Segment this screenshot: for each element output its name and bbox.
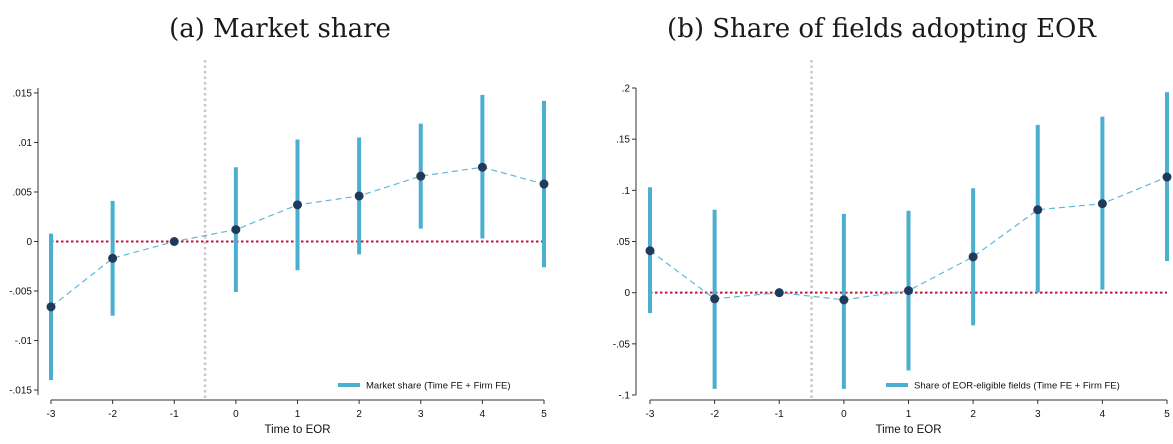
panel-a-x-tick-label-8: 5 <box>541 409 547 420</box>
panel-b-point-3 <box>839 295 849 305</box>
panel-a-y-tick-label-5: -.01 <box>15 336 33 347</box>
panel-b-y-tick-label-0: .2 <box>622 84 631 95</box>
panel-a-x-tick-label-7: 4 <box>480 409 486 420</box>
panel-b-x-tick-label-1: -2 <box>710 409 719 420</box>
panel-a-y-tick-label-2: .005 <box>13 187 33 198</box>
panel-a-point-2 <box>169 237 179 246</box>
panel-b-x-tick-label-0: -3 <box>646 409 655 420</box>
panel-b-y-tick-label-5: -.05 <box>613 339 631 350</box>
panel-a-x-axis-label: Time to EOR <box>264 424 330 436</box>
panel-a-point-6 <box>416 171 426 181</box>
panel-a-x-tick-label-2: -1 <box>170 409 179 420</box>
panel-b-y-tick-label-4: 0 <box>624 288 630 299</box>
panel-b-point-6 <box>1033 205 1043 215</box>
panel-b-title: (b) Share of fields adopting EOR <box>667 14 1096 44</box>
panel-a-point-5 <box>354 191 364 201</box>
panel-b-point-2 <box>774 288 784 298</box>
panel-b-y-tick-label-3: .05 <box>616 237 630 248</box>
panel-a-point-8 <box>539 179 549 189</box>
panel-b-point-0 <box>645 246 655 256</box>
panel-a-y-tick-label-1: .01 <box>18 138 32 149</box>
panel-b-point-8 <box>1162 172 1172 182</box>
panel-b-point-5 <box>968 252 978 262</box>
panel-a-x-tick-label-0: -3 <box>47 409 56 420</box>
panel-b-x-tick-label-3: 0 <box>841 409 847 420</box>
panel-a-x-tick-label-5: 2 <box>356 409 362 420</box>
panel-a-y-tick-label-3: 0 <box>26 237 32 248</box>
panel-b-point-7 <box>1097 199 1107 209</box>
panel-a-x-tick-label-1: -2 <box>108 409 117 420</box>
panel-a-point-1 <box>108 253 118 263</box>
panel-b-y-tick-label-6: -.1 <box>618 391 630 402</box>
panel-a-x-tick-label-4: 1 <box>295 409 301 420</box>
panel-b-x-tick-label-8: 5 <box>1164 409 1170 420</box>
panel-b-x-tick-label-4: 1 <box>906 409 912 420</box>
panel-b-x-tick-label-2: -1 <box>775 409 784 420</box>
panel-b-point-4 <box>904 286 913 296</box>
panel-b-legend-label: Share of EOR-eligible fields (Time FE + … <box>914 381 1120 392</box>
panel-b-point-1 <box>710 294 720 304</box>
panel-a-x-tick-label-3: 0 <box>233 409 239 420</box>
panel-a-point-7 <box>477 162 487 172</box>
panel-a-y-tick-label-4: -.005 <box>9 287 32 298</box>
panel-a-y-tick-label-0: .015 <box>13 88 33 99</box>
panel-a-point-0 <box>46 302 56 312</box>
panel-a-x-tick-label-6: 3 <box>418 409 424 420</box>
panel-a-point-4 <box>293 200 302 210</box>
panel-b-x-tick-label-6: 3 <box>1035 409 1041 420</box>
panel-a-point-3 <box>231 225 241 235</box>
panel-a-title: (a) Market share <box>169 14 391 44</box>
panel-b-y-tick-label-2: .1 <box>622 186 631 197</box>
panel-b-x-tick-label-5: 2 <box>970 409 976 420</box>
panel-a-legend-label: Market share (Time FE + Firm FE) <box>366 381 511 392</box>
panel-b-x-tick-label-7: 4 <box>1100 409 1106 420</box>
panel-b-y-tick-label-1: .15 <box>616 135 630 146</box>
panel-b-x-axis-label: Time to EOR <box>875 424 941 436</box>
panel-a-y-tick-label-6: -.015 <box>9 386 32 397</box>
